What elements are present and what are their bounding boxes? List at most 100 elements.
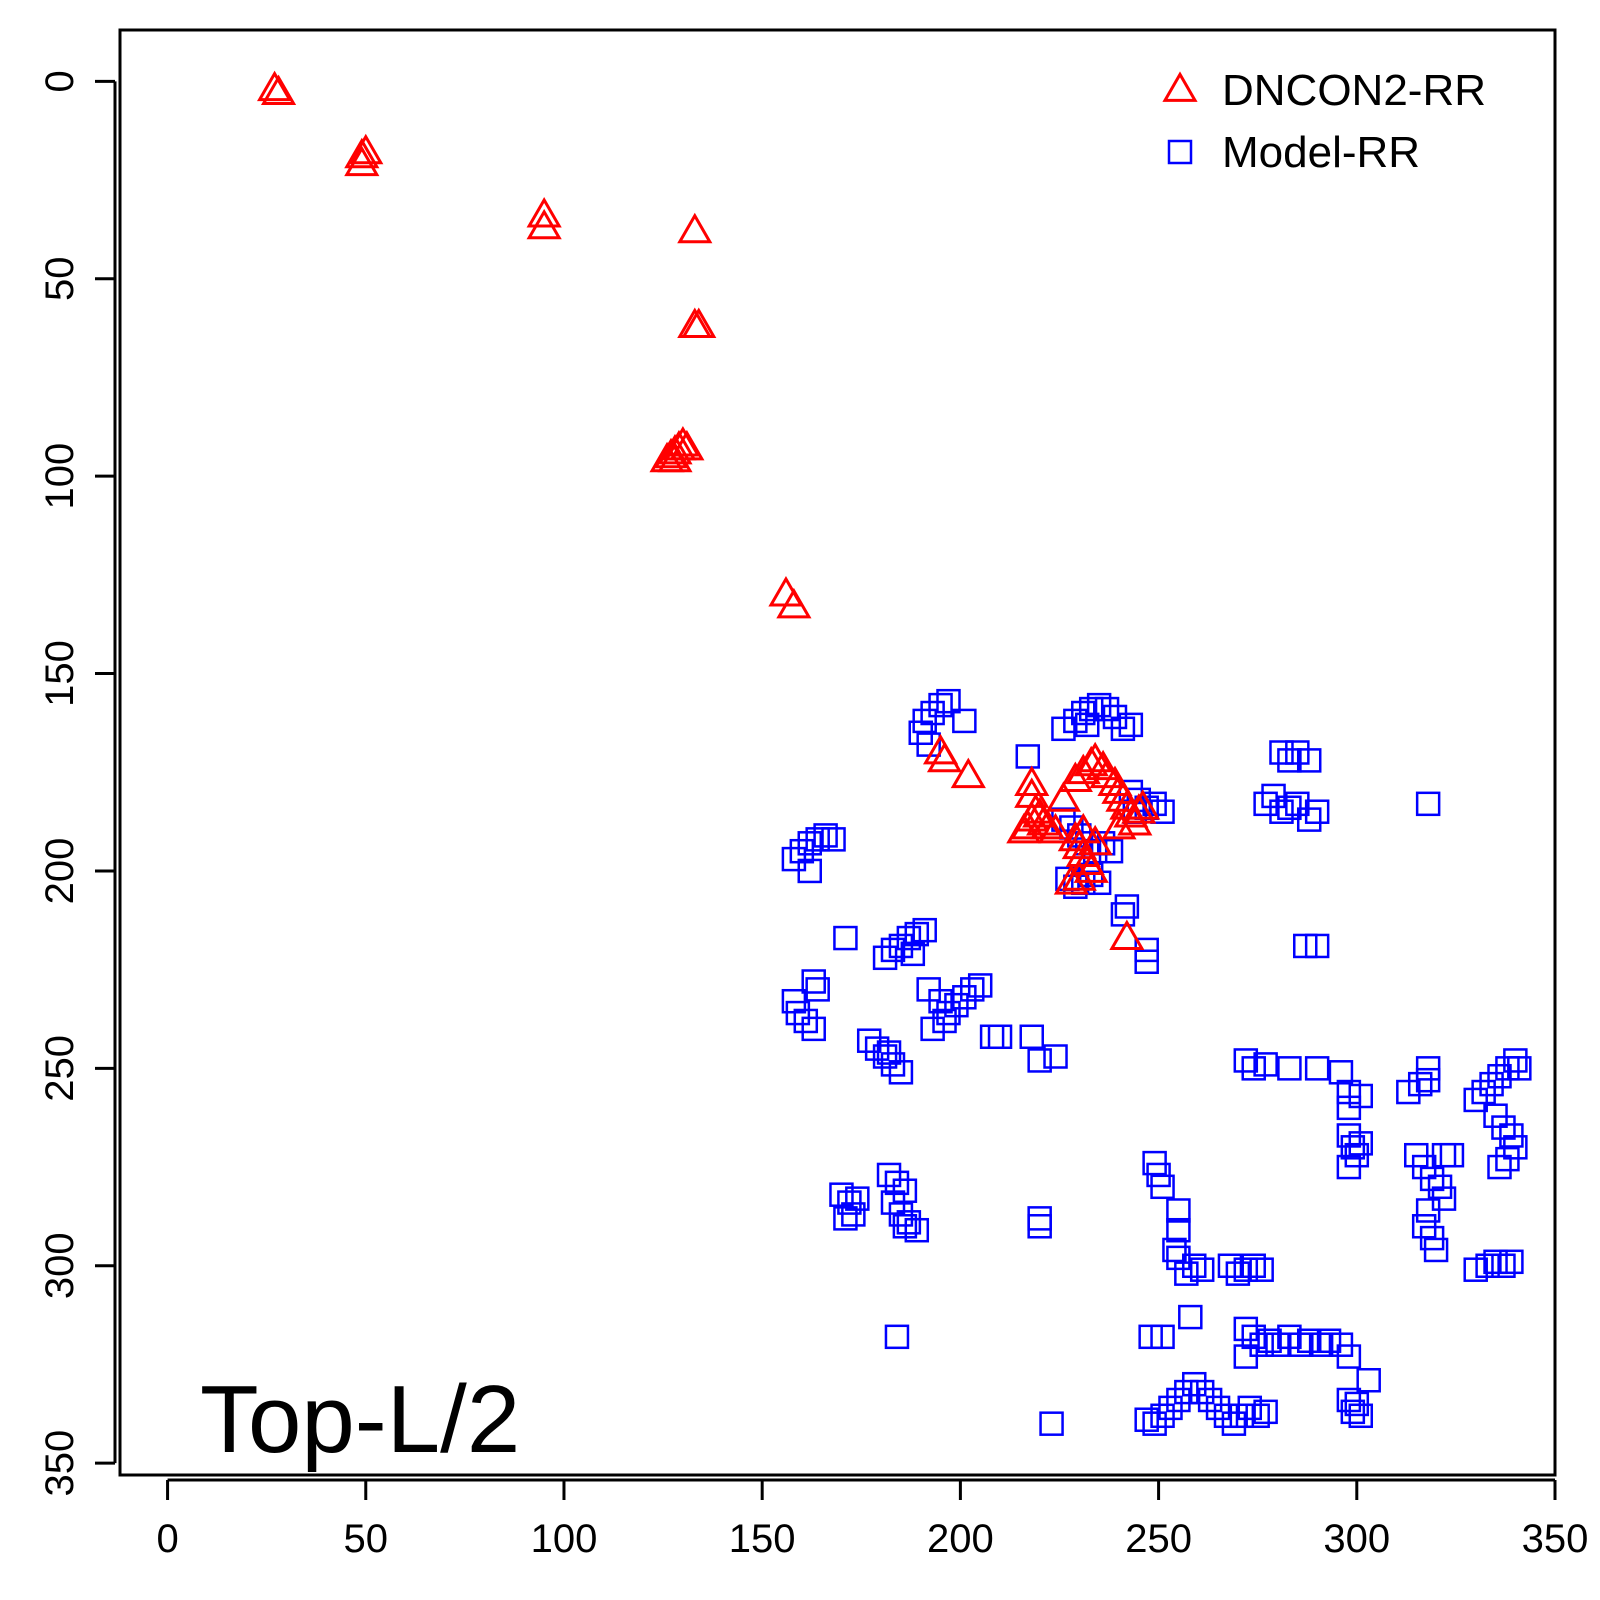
model-rr-point xyxy=(1233,1344,1259,1369)
model-rr-point xyxy=(1189,1379,1215,1405)
model-rr-point xyxy=(1174,1379,1199,1405)
model-rr-point xyxy=(1491,1253,1516,1279)
model-rr-point xyxy=(1340,1135,1366,1160)
dncon2-rr-point xyxy=(348,133,384,165)
model-rr-point xyxy=(1213,1403,1239,1429)
model-rr-point xyxy=(1162,1237,1187,1263)
model-rr-point xyxy=(1015,744,1041,769)
model-rr-point xyxy=(1296,807,1322,832)
dncon2-rr-point xyxy=(776,587,812,619)
y-tick-label: 250 xyxy=(38,1035,82,1102)
model-rr-point xyxy=(1487,1154,1512,1180)
model-rr-point xyxy=(833,925,858,951)
legend-triangle-icon xyxy=(1162,71,1198,102)
model-rr-point xyxy=(1110,902,1136,927)
y-tick-label: 200 xyxy=(38,838,82,905)
model-rr-point xyxy=(1027,1206,1052,1231)
model-rr-point xyxy=(1336,1344,1362,1369)
dncon2-rr-point xyxy=(260,74,297,106)
model-rr-point xyxy=(1237,1395,1263,1421)
model-rr-point xyxy=(1277,1056,1302,1081)
model-rr-point xyxy=(936,688,961,714)
model-rr-point xyxy=(1217,1253,1243,1279)
model-rr-point xyxy=(1415,1198,1441,1223)
model-rr-point xyxy=(936,1000,961,1026)
model-rr-point xyxy=(1174,1261,1199,1286)
model-rr-point xyxy=(960,977,985,1002)
model-rr-point xyxy=(1197,1387,1223,1413)
model-rr-point xyxy=(884,1170,910,1196)
model-rr-point xyxy=(904,921,930,947)
dncon2-rr-point xyxy=(950,757,986,789)
model-rr-point xyxy=(967,973,993,998)
model-rr-point xyxy=(1094,696,1120,722)
model-rr-point xyxy=(1221,1411,1247,1436)
panel-label: Top-L/2 xyxy=(200,1366,520,1473)
dncon2-rr-point xyxy=(926,741,963,773)
x-tick-label: 50 xyxy=(344,1517,389,1561)
model-rr-point xyxy=(1134,1407,1159,1432)
dncon2-rr-point xyxy=(677,307,713,338)
model-rr-point xyxy=(884,1324,910,1350)
model-rr-point xyxy=(1166,1217,1191,1243)
dncon2-rr-point xyxy=(1125,789,1161,820)
model-rr-point xyxy=(1166,1387,1191,1413)
dncon2-rr-point xyxy=(1029,808,1066,840)
dncon2-rr-point xyxy=(1006,812,1042,844)
model-rr-point xyxy=(1150,1324,1175,1350)
model-rr-point xyxy=(801,969,826,994)
model-rr-point xyxy=(1439,1142,1465,1168)
y-tick-label: 300 xyxy=(38,1232,82,1299)
model-rr-point xyxy=(785,1000,811,1026)
model-rr-point xyxy=(1269,740,1294,765)
model-rr-point xyxy=(1189,1257,1215,1282)
model-rr-point xyxy=(1253,1399,1278,1425)
model-rr-point xyxy=(1166,1198,1191,1223)
model-rr-point xyxy=(1229,1403,1255,1429)
model-rr-point xyxy=(1503,1048,1528,1073)
model-rr-point xyxy=(1249,1257,1274,1282)
model-rr-point xyxy=(1479,1071,1504,1097)
model-rr-point xyxy=(1233,1257,1259,1282)
dncon2-rr-point xyxy=(1065,812,1101,844)
y-tick-label: 350 xyxy=(38,1430,82,1497)
y-tick-label: 50 xyxy=(38,256,82,301)
y-tick-label: 0 xyxy=(38,70,82,92)
model-rr-point xyxy=(1356,1367,1381,1393)
model-rr-point xyxy=(1205,1395,1231,1421)
model-rr-point xyxy=(1178,1304,1203,1330)
model-rr-point xyxy=(1027,1048,1052,1073)
x-tick-label: 250 xyxy=(1125,1517,1192,1561)
x-tick-label: 100 xyxy=(531,1517,598,1561)
model-rr-point xyxy=(1225,1261,1251,1286)
model-rr-point xyxy=(1241,1324,1266,1350)
model-rr-point xyxy=(1269,799,1294,824)
model-rr-point xyxy=(932,1008,957,1034)
x-tick-label: 300 xyxy=(1323,1517,1390,1561)
model-rr-point xyxy=(1463,1087,1488,1113)
model-rr-point xyxy=(1415,791,1441,817)
model-rr-point xyxy=(1471,1079,1496,1105)
model-rr-point xyxy=(1304,1056,1330,1081)
dncon2-rr-point xyxy=(1014,765,1050,796)
dncon2-rr-point xyxy=(1061,860,1097,891)
model-rr-point xyxy=(892,1214,918,1239)
model-rr-point xyxy=(801,1016,826,1042)
model-rr-point xyxy=(813,823,838,848)
model-rr-point xyxy=(1114,894,1140,919)
model-rr-point xyxy=(797,858,823,884)
dncon2-rr-point xyxy=(1077,824,1113,856)
model-rr-point xyxy=(1182,1371,1207,1397)
series-model-rr xyxy=(781,688,1532,1436)
model-rr-point xyxy=(1423,1237,1449,1263)
dncon2-rr-point xyxy=(1109,919,1145,950)
dncon2-rr-point xyxy=(768,575,804,607)
model-rr-point xyxy=(928,692,953,718)
model-rr-point xyxy=(1296,748,1322,773)
model-rr-point xyxy=(1348,1083,1374,1109)
model-rr-point xyxy=(1134,949,1159,974)
model-rr-point xyxy=(979,1024,1005,1050)
dncon2-rr-point xyxy=(669,429,705,461)
model-rr-point xyxy=(876,1040,902,1065)
x-tick-label: 350 xyxy=(1522,1517,1589,1561)
